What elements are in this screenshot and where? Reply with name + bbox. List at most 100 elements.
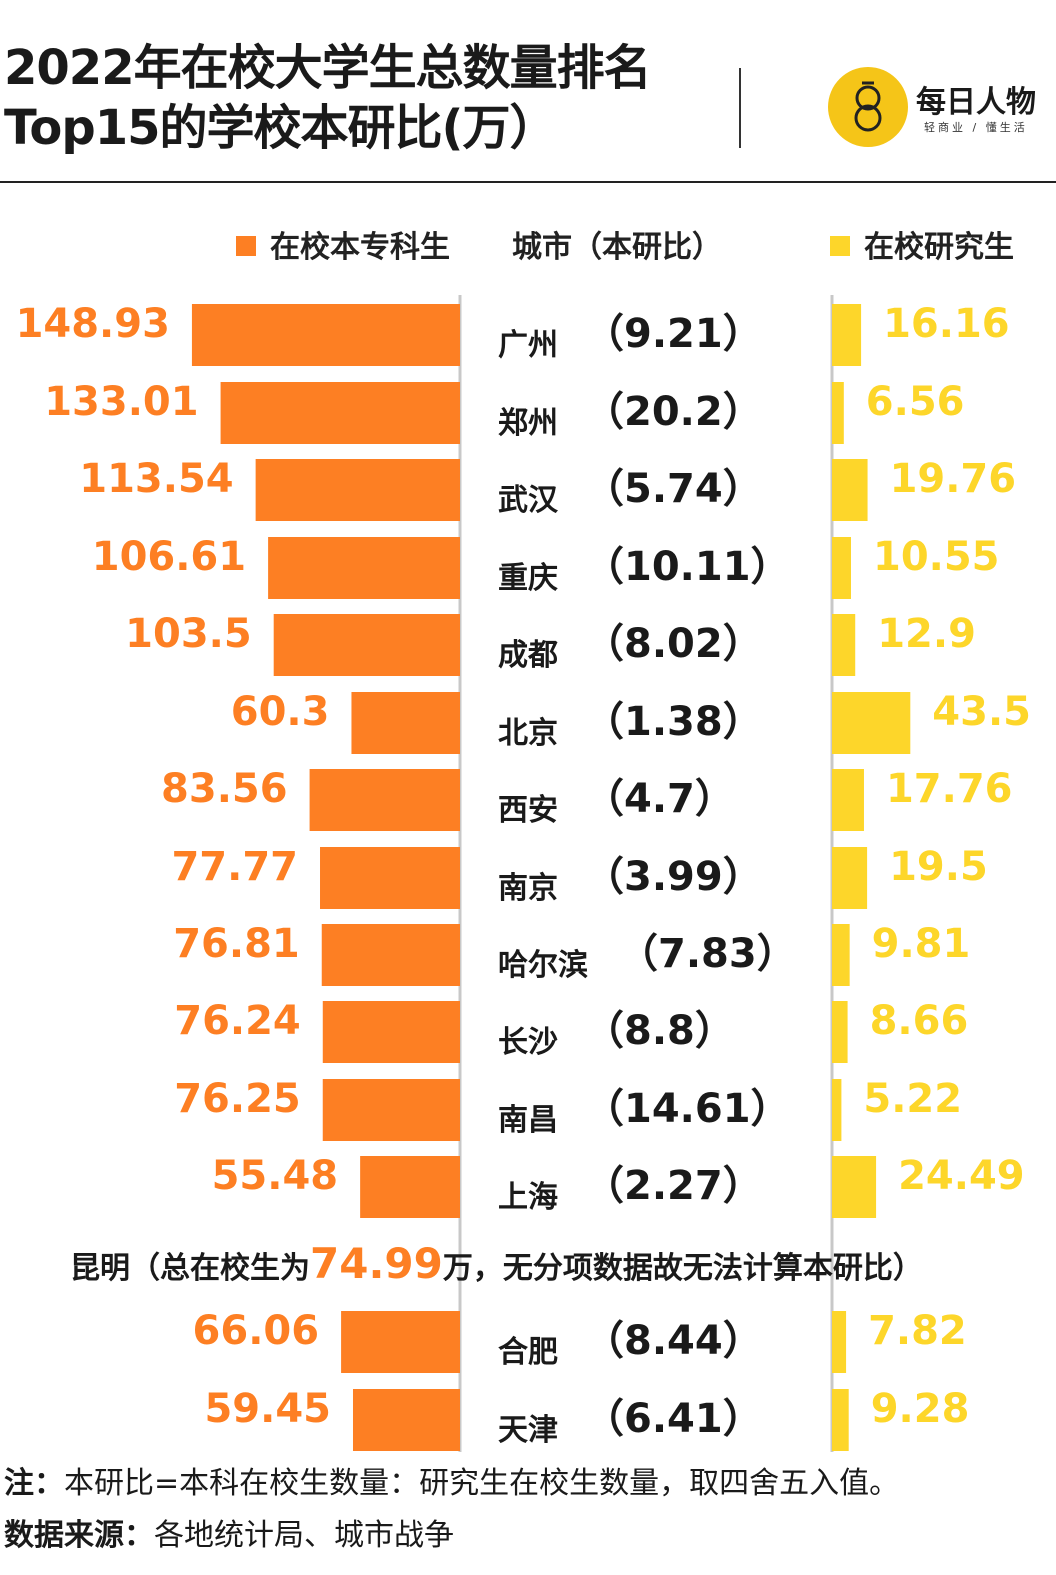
graduate-value-label: 6.56 (866, 379, 965, 425)
ratio-label: （20.2） (584, 389, 763, 435)
undergrad-bar (341, 1311, 460, 1373)
header-divider (739, 68, 741, 148)
city-label: 上海 (498, 1180, 558, 1215)
undergrad-value-label: 60.3 (231, 689, 330, 735)
graduate-value-label: 10.55 (873, 534, 1000, 580)
undergrad-value-label: 76.81 (173, 921, 300, 967)
undergrad-bar (255, 459, 460, 521)
legend-undergrad-label: 在校本专科生 (270, 230, 450, 265)
lemon-icon (828, 67, 908, 147)
graduate-bar (832, 769, 864, 831)
footnote-note: 注：本研比=本科在校生数量：研究生在校生数量，取四舍五入值。 (4, 1458, 899, 1502)
graduate-value-label: 17.76 (886, 766, 1013, 812)
city-label: 广州 (498, 328, 558, 363)
graduate-bar (832, 459, 868, 521)
graduate-value-label: 9.28 (871, 1386, 970, 1432)
ratio-label: （8.02） (584, 621, 763, 667)
source-label: 数据来源： (4, 1518, 154, 1553)
undergrad-bar (321, 924, 460, 986)
legend-undergrad-swatch (236, 236, 256, 256)
undergrad-value-label: 106.61 (92, 534, 246, 580)
city-label: 合肥 (498, 1335, 558, 1370)
undergrad-bar (268, 537, 460, 599)
city-label: 重庆 (498, 561, 558, 596)
graduate-bar (832, 1001, 848, 1063)
legend-graduate-swatch (830, 236, 850, 256)
graduate-value-label: 24.49 (898, 1153, 1025, 1199)
undergrad-bar (320, 847, 460, 909)
undergrad-bar (351, 692, 460, 754)
note-label: 注： (4, 1466, 64, 1501)
page-title: 2022年在校大学生总数量排名 (4, 40, 652, 96)
undergrad-value-label: 133.01 (44, 379, 198, 425)
logo-tagline: 轻商业 / 懂生活 (924, 121, 1028, 134)
butterfly-chart: 148.93 广州 （9.21） 16.16 133.01 郑州 （20.2） 6.56 113… (16, 295, 1031, 1452)
undergrad-bar (191, 304, 460, 366)
city-label: 西安 (498, 793, 558, 828)
graduate-value-label: 5.22 (863, 1076, 962, 1122)
undergrad-value-label: 83.56 (161, 766, 288, 812)
graduate-bar (832, 692, 911, 754)
kunming-note-before: 昆明（总在校生为 (70, 1251, 310, 1286)
graduate-bar (832, 537, 851, 599)
ratio-label: （8.44） (584, 1318, 763, 1364)
city-label: 北京 (498, 716, 558, 751)
header-rule (0, 181, 1056, 183)
graduate-bar (832, 1389, 849, 1451)
legend-city-label: 城市（本研比） (512, 230, 722, 265)
undergrad-value-label: 59.45 (204, 1386, 331, 1432)
page-subtitle: Top15的学校本研比(万） (4, 100, 557, 156)
source-text: 各地统计局、城市战争 (154, 1518, 454, 1553)
undergrad-bar (360, 1156, 460, 1218)
ratio-label: （4.7） (584, 776, 735, 822)
graduate-value-label: 8.66 (870, 998, 969, 1044)
undergrad-bar (309, 769, 460, 831)
undergrad-value-label: 76.24 (174, 998, 301, 1044)
graduate-value-label: 9.81 (872, 921, 971, 967)
kunming-total-value: 74.99 (310, 1239, 443, 1288)
logo-name: 每日人物 (916, 85, 1036, 120)
kunming-note-after: 万，无分项数据故无法计算本研比） (443, 1251, 923, 1286)
graduate-value-label: 7.82 (868, 1308, 967, 1354)
kunming-note: 昆明（总在校生为74.99万，无分项数据故无法计算本研比） (70, 1239, 923, 1288)
graduate-value-label: 43.5 (932, 689, 1031, 735)
city-label: 成都 (498, 638, 558, 673)
graduate-bar (832, 382, 844, 444)
graduate-bar (832, 1079, 842, 1141)
undergrad-value-label: 76.25 (174, 1076, 301, 1122)
graduate-bar (832, 304, 862, 366)
city-label: 天津 (498, 1413, 558, 1448)
city-label: 哈尔滨 (498, 948, 588, 983)
city-label: 南京 (498, 871, 558, 906)
ratio-label: （6.41） (584, 1396, 763, 1442)
ratio-label: （14.61） (584, 1086, 791, 1132)
undergrad-value-label: 103.5 (125, 611, 252, 657)
ratio-label: （7.83） (618, 931, 797, 977)
undergrad-bar (352, 1389, 460, 1451)
undergrad-bar (273, 614, 460, 676)
undergrad-bar (322, 1001, 460, 1063)
city-label: 武汉 (498, 483, 559, 518)
undergrad-value-label: 55.48 (212, 1153, 339, 1199)
ratio-label: （8.8） (584, 1008, 735, 1054)
ratio-label: （9.21） (584, 311, 763, 357)
undergrad-value-label: 148.93 (16, 301, 170, 347)
note-text: 本研比=本科在校生数量：研究生在校生数量，取四舍五入值。 (64, 1466, 900, 1501)
ratio-label: （1.38） (584, 699, 763, 745)
city-label: 郑州 (498, 406, 558, 441)
undergrad-value-label: 113.54 (79, 456, 233, 502)
ratio-label: （2.27） (584, 1163, 763, 1209)
brand-logo: 每日人物 轻商业 / 懂生活 (828, 67, 1050, 149)
undergrad-value-label: 77.77 (171, 844, 298, 890)
undergrad-bar (322, 1079, 460, 1141)
graduate-bar (832, 1311, 847, 1373)
undergrad-value-label: 66.06 (193, 1308, 320, 1354)
title-block: 2022年在校大学生总数量排名 Top15的学校本研比(万） (4, 38, 652, 158)
undergrad-bar (220, 382, 460, 444)
legend-graduate-label: 在校研究生 (864, 230, 1014, 265)
city-label: 长沙 (498, 1025, 558, 1060)
graduate-value-label: 12.9 (877, 611, 976, 657)
city-label: 南昌 (498, 1103, 558, 1138)
graduate-bar (832, 924, 850, 986)
ratio-label: （3.99） (584, 854, 763, 900)
